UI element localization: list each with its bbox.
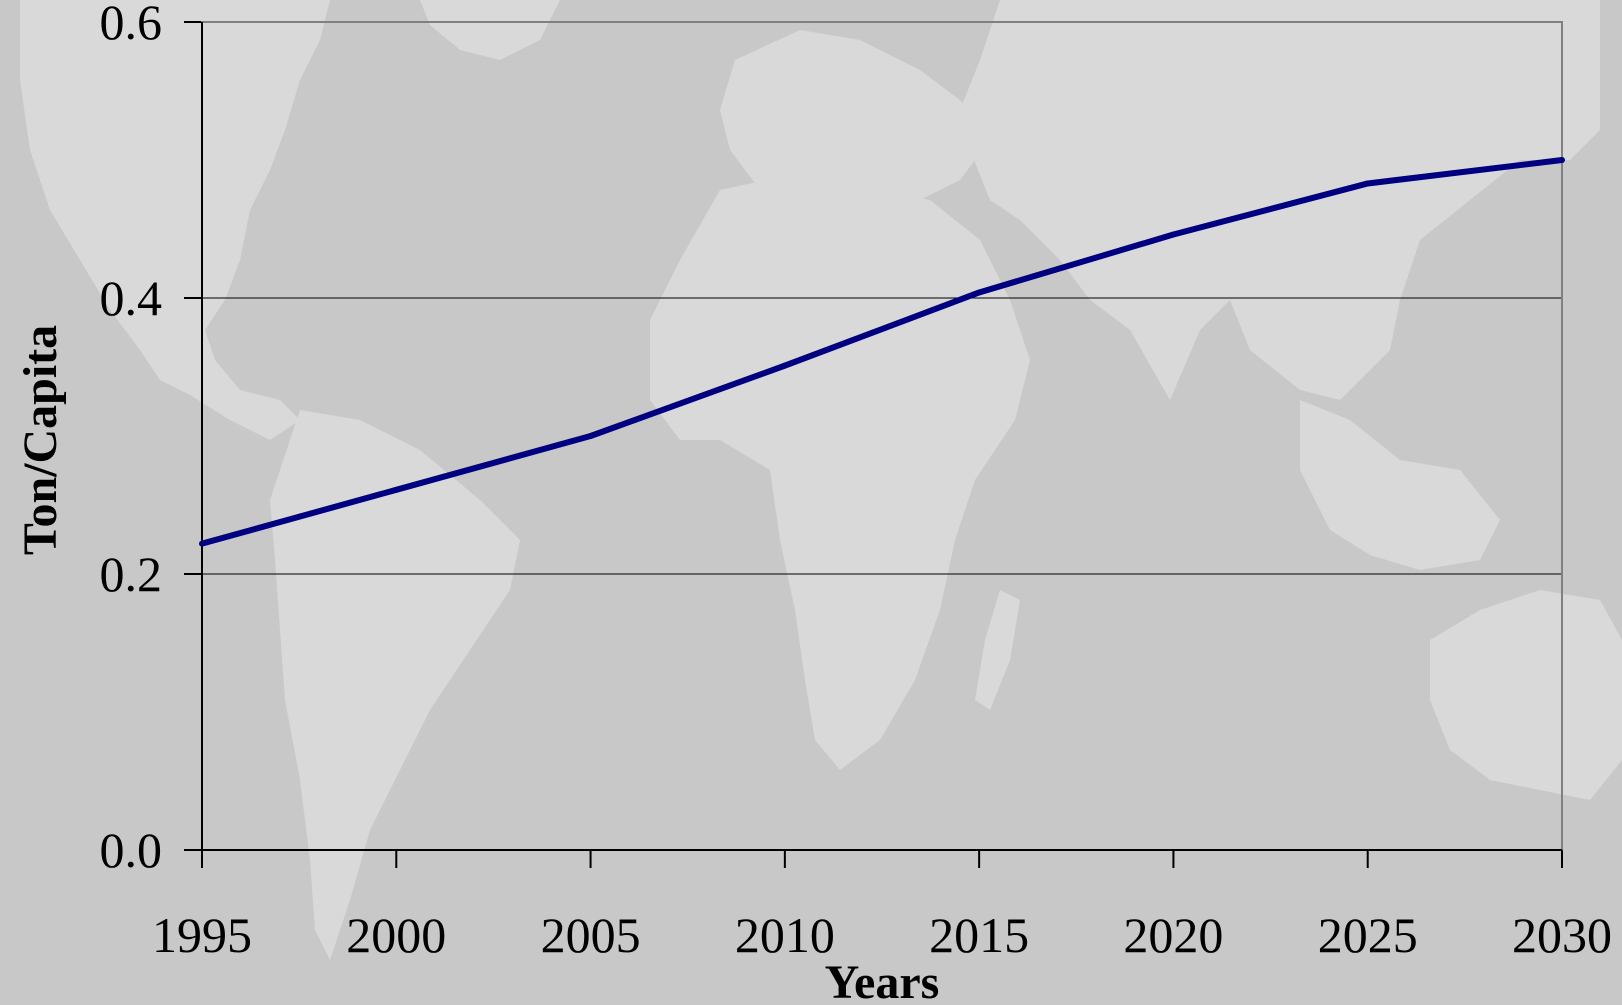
- data-point-0-5: [1170, 231, 1177, 238]
- x-tick-label-5: 2020: [1123, 907, 1223, 963]
- x-tick-label-4: 2015: [929, 907, 1029, 963]
- europe-shape: [720, 30, 990, 220]
- world-map-background: [20, 0, 1622, 960]
- y-tick-label-3: 0.6: [100, 0, 163, 50]
- x-tick-label-6: 2025: [1318, 907, 1418, 963]
- y-tick-label-2: 0.4: [100, 270, 163, 326]
- y-axis-tick-labels: 0.0 0.2 0.4 0.6: [100, 0, 163, 878]
- africa-shape: [650, 175, 1030, 770]
- data-point-0-3: [781, 362, 788, 369]
- x-tick-label-1: 2000: [346, 907, 446, 963]
- series-line-0: [201, 157, 1563, 547]
- data-point-0-1: [393, 486, 400, 493]
- x-tick-label-0: 1995: [152, 907, 252, 963]
- data-point-0-0: [199, 540, 205, 547]
- greenland-shape: [420, 0, 560, 60]
- axes: [184, 21, 1563, 868]
- x-axis-title: Years: [825, 956, 940, 1005]
- north-america-shape: [20, 0, 330, 440]
- madagascar-shape: [975, 590, 1020, 710]
- australia-shape: [1430, 590, 1622, 800]
- data-point-0-2: [587, 433, 594, 439]
- x-tick-label-2: 2005: [541, 907, 641, 963]
- south-america-shape: [270, 410, 520, 960]
- data-point-0-7: [1559, 157, 1565, 163]
- data-point-0-6: [1364, 180, 1371, 187]
- data-point-0-4: [976, 289, 983, 296]
- southeast-asia-shape: [1300, 400, 1500, 570]
- x-tick-label-3: 2010: [735, 907, 835, 963]
- y-tick-label-1: 0.2: [100, 546, 163, 602]
- series-group: [199, 157, 1565, 547]
- x-tick-label-7: 2030: [1512, 907, 1612, 963]
- y-axis-title: Ton/Capita: [14, 325, 67, 555]
- asia-shape: [960, 0, 1600, 400]
- x-axis-tick-labels: 1995 2000 2005 2010 2015 2020 2025 2030: [152, 907, 1612, 963]
- y-tick-label-0: 0.0: [100, 822, 163, 878]
